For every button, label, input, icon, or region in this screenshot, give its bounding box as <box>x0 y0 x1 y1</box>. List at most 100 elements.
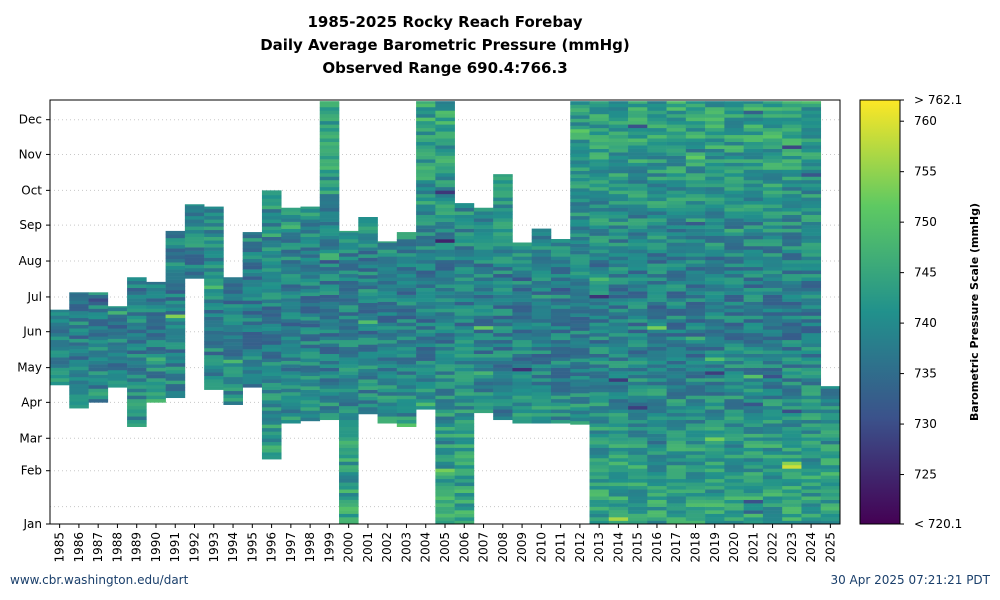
heat-cell <box>396 405 417 410</box>
heat-cell <box>820 405 841 410</box>
heat-cell <box>666 207 687 212</box>
heat-cell <box>242 234 263 239</box>
heat-cell <box>416 113 436 118</box>
heat-cell <box>743 315 764 320</box>
heat-cell <box>416 364 436 368</box>
heat-cell <box>107 359 128 364</box>
heat-cell <box>589 245 610 250</box>
heat-cell <box>377 263 398 268</box>
heat-cell <box>705 464 725 469</box>
heat-cell <box>820 513 841 518</box>
heat-cell <box>666 145 687 149</box>
heat-cell <box>396 315 417 320</box>
heat-cell <box>570 340 590 345</box>
heat-cell <box>820 398 841 403</box>
heat-cell <box>666 419 687 424</box>
heat-cell <box>281 398 301 403</box>
heat-cell <box>319 242 340 247</box>
heat-cell <box>705 263 725 268</box>
heat-cell <box>608 325 629 330</box>
heat-cell <box>724 503 744 507</box>
heat-cell <box>493 284 513 288</box>
heat-cell <box>339 339 359 344</box>
heat-cell <box>281 218 301 222</box>
heat-cell <box>608 162 629 167</box>
heat-cell <box>146 395 166 400</box>
heat-cell <box>319 232 340 236</box>
year-column-1989 <box>127 277 147 427</box>
heat-cell <box>666 277 687 282</box>
heat-cell <box>666 447 687 452</box>
heat-cell <box>261 445 282 449</box>
heat-cell <box>512 374 533 379</box>
heat-cell <box>628 510 648 514</box>
heat-cell <box>647 218 667 222</box>
heat-cell <box>165 362 186 367</box>
heat-cell <box>628 395 648 400</box>
x-tick-label-2024: 2024 <box>804 532 818 563</box>
heat-cell <box>127 364 147 368</box>
heat-cell <box>435 113 455 118</box>
heat-cell <box>242 283 263 287</box>
heat-cell <box>743 298 764 302</box>
heat-cell <box>204 208 224 213</box>
heat-cell <box>608 454 629 459</box>
heat-cell <box>705 242 725 247</box>
heat-cell <box>165 390 186 395</box>
heat-cell <box>493 256 513 261</box>
heat-cell <box>743 256 764 261</box>
heat-cell <box>647 312 667 316</box>
heat-cell <box>339 419 359 424</box>
heat-cell <box>531 412 552 417</box>
heat-cell <box>743 510 764 514</box>
heat-cell <box>685 350 706 355</box>
heat-cell <box>782 176 802 181</box>
heat-cell <box>724 193 744 198</box>
heat-cell <box>184 236 205 241</box>
heat-cell <box>743 336 764 341</box>
heat-cell <box>396 318 417 323</box>
heat-cell <box>435 391 455 396</box>
heat-cell <box>281 332 301 337</box>
heat-cell <box>242 237 263 242</box>
heat-cell <box>724 343 744 348</box>
heat-cell <box>647 228 667 233</box>
heat-cell <box>801 301 822 306</box>
heat-cell <box>801 451 822 455</box>
heat-cell <box>743 325 764 330</box>
heat-cell <box>435 402 455 407</box>
heat-cell <box>589 131 610 136</box>
heat-cell <box>705 166 725 170</box>
heat-cell <box>435 291 455 295</box>
heat-cell <box>396 270 417 275</box>
heat-cell <box>435 423 455 427</box>
heat-cell <box>416 287 436 292</box>
heat-cell <box>184 274 205 279</box>
heat-cell <box>782 298 802 302</box>
heat-cell <box>261 212 282 217</box>
heat-cell <box>743 364 764 368</box>
heat-cell <box>685 339 706 344</box>
heat-cell <box>281 419 301 424</box>
heat-cell <box>724 197 744 202</box>
heat-cell <box>685 287 706 292</box>
heat-cell <box>762 252 783 257</box>
heat-cell <box>628 225 648 229</box>
heat-cell <box>782 350 802 355</box>
year-column-2022 <box>762 101 783 525</box>
heat-cell <box>512 318 533 323</box>
heat-cell <box>724 499 744 504</box>
heat-cell <box>300 316 321 321</box>
heat-cell <box>300 243 321 248</box>
heat-cell <box>416 391 436 396</box>
heat-cell <box>782 235 802 240</box>
heat-cell <box>628 315 648 320</box>
heat-cell <box>416 353 436 358</box>
heat-cell <box>319 103 340 108</box>
footer-url[interactable]: www.cbr.washington.edu/dart <box>10 573 189 587</box>
heat-cell <box>300 361 321 366</box>
heat-cell <box>570 267 590 272</box>
heat-cell <box>762 312 783 316</box>
heat-cell <box>550 291 571 295</box>
heat-cell <box>242 362 263 367</box>
